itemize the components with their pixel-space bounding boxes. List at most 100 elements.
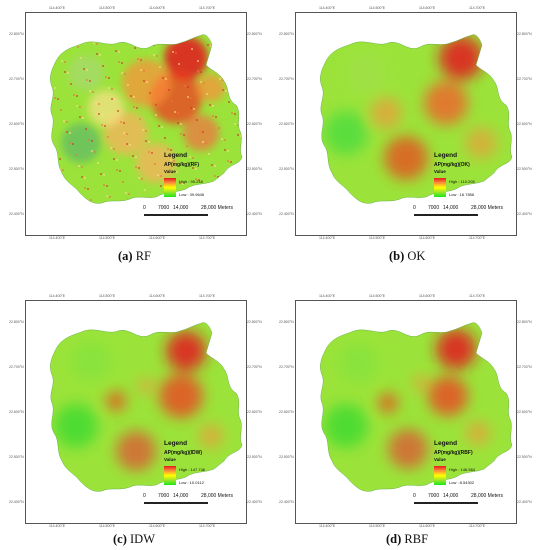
texture-speck [122,181,124,183]
texture-speck [157,174,159,176]
scale-bar: 0 7000 14,000 28,000 Meters [413,493,513,505]
texture-speck [152,103,154,105]
value-hotspot [88,90,124,126]
texture-speck [86,69,88,71]
tick-label-right: 22.700°N [517,77,532,81]
texture-speck [80,57,82,59]
texture-speck [131,204,133,206]
value-hotspot [197,74,225,102]
tick-label-top: 114.500°E [99,6,116,10]
tick-label-top: 114.400°E [49,294,66,298]
tick-label-left: 22.600°N [279,410,294,414]
texture-speck [134,47,136,49]
value-hotspot [183,115,219,151]
texture-speck [144,189,146,191]
legend-high: High : 110.205 [449,179,475,184]
value-hotspot [71,341,111,381]
texture-speck [228,101,230,103]
texture-speck [124,73,126,75]
texture-speck [112,39,114,41]
texture-speck [162,77,164,79]
texture-speck [137,58,139,60]
legend-low: Low : 16.7856 [449,192,475,197]
scale-mid2: 14,000 [173,205,189,211]
texture-speck [79,116,81,118]
value-hotspot [199,424,223,448]
value-hotspot [138,378,154,394]
scale-segment [446,502,478,504]
texture-speck [97,162,99,164]
texture-speck [197,70,199,72]
region-outline [50,322,243,492]
value-hotspot [159,374,203,418]
value-hotspot [428,376,468,416]
tick-label-left: 22.800°N [279,32,294,36]
texture-speck [177,112,179,114]
interpolation-map [320,322,513,492]
scale-zero: 0 [413,205,416,211]
tick-label-bottom: 114.400°E [319,236,336,240]
texture-speck [224,139,226,141]
tick-label-left: 22.400°N [279,500,294,504]
texture-speck [230,161,232,163]
legend-title: Legend [434,440,458,447]
texture-speck [66,131,68,133]
scale-segment [160,214,168,216]
scale-segment [446,214,478,216]
texture-speck [172,51,174,53]
caption-letter: (a) [118,249,133,263]
map-panel-idw: 114.400°E 114.500°E 114.600°E 114.700°E 114.… [9,288,262,528]
texture-speck [111,98,113,100]
tick-label-top: 114.700°E [469,294,486,298]
texture-speck [234,123,236,125]
texture-speck [127,84,129,86]
value-hotspot [424,81,468,125]
value-hotspot [338,343,378,383]
texture-speck [195,178,197,180]
texture-speck [211,164,213,166]
value-hotspot [436,329,476,369]
map-legend: Legend AP(mg/kg)(RBF) Value High : 146.564 L… [434,440,509,485]
texture-speck [57,98,59,100]
value-hotspot [116,431,156,471]
value-hotspot [439,36,483,80]
legend-color-ramp [164,466,176,485]
texture-speck [125,192,127,194]
texture-speck [103,174,105,176]
texture-speck [128,203,130,204]
map-legend: Legend AP(mg/kg)(RF) Value High : 95.248 Low… [164,152,239,197]
tick-label-right: 22.700°N [247,365,262,369]
texture-speck [206,93,208,95]
texture-speck [154,163,156,165]
tick-label-right: 22.700°N [247,77,262,81]
texture-speck [96,53,98,55]
tick-label-bottom: 114.600°E [419,524,436,528]
texture-speck [92,91,94,93]
tick-label-left: 22.400°N [9,212,24,216]
texture-speck [120,121,122,123]
legend-low: Low : 10.0112 [179,480,204,485]
texture-speck [90,199,92,201]
map-frame [25,300,247,524]
legend-field: AP(mg/kg)(IDW) [164,450,203,456]
scale-segment [160,502,168,504]
tick-label-top: 114.600°E [419,6,436,10]
texture-speck [165,88,167,90]
tick-label-right: 22.700°N [517,365,532,369]
scale-segment [176,214,208,216]
tick-label-top: 114.700°E [199,6,216,10]
tick-label-top: 114.700°E [199,294,216,298]
texture-speck [52,37,54,39]
tick-label-right: 22.500°N [517,167,532,171]
tick-label-bottom: 114.400°E [49,524,66,528]
caption-rbf: (d) RBF [386,532,428,547]
tick-label-left: 22.800°N [9,320,24,324]
tick-label-right: 22.600°N [247,122,262,126]
texture-speck [160,185,162,187]
texture-speck [60,109,62,111]
texture-speck [78,165,80,167]
scale-zero: 0 [143,205,146,211]
texture-speck [220,187,222,189]
tick-label-right: 22.600°N [517,122,532,126]
texture-speck [136,107,138,109]
